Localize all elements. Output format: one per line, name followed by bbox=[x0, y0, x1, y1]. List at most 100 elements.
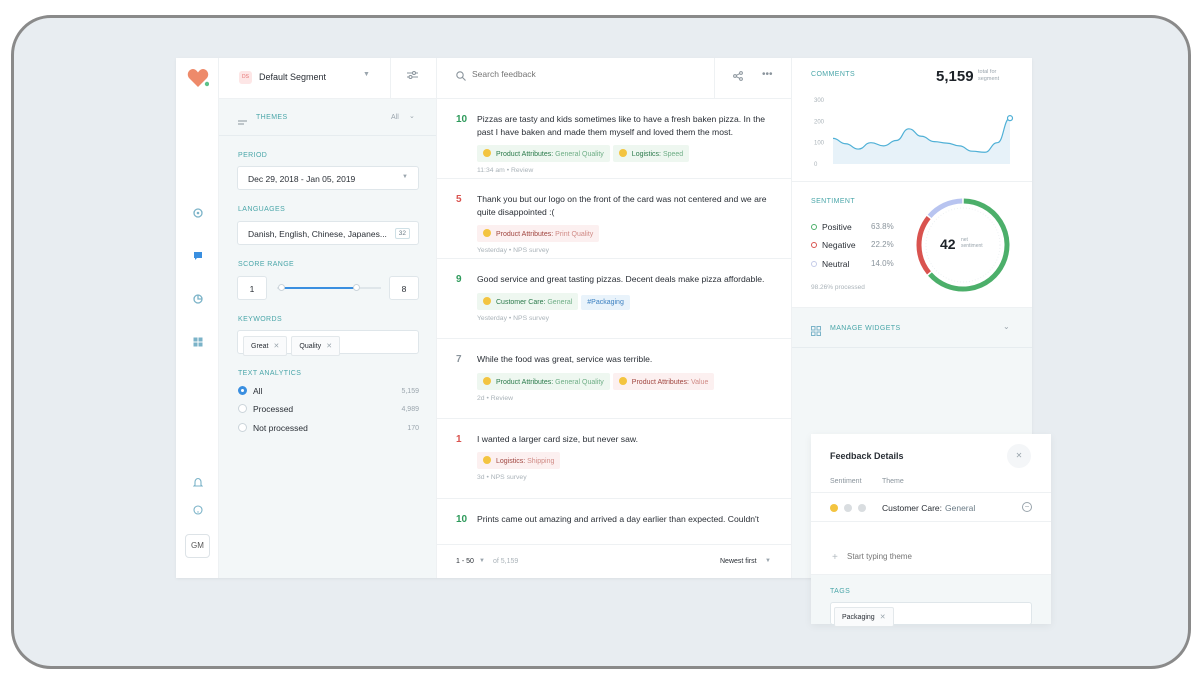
feedback-item[interactable]: 9 Good service and great tasting pizzas.… bbox=[437, 259, 791, 339]
feedback-item[interactable]: 5 Thank you but our logo on the front of… bbox=[437, 179, 791, 259]
segment-selector[interactable]: Default Segment bbox=[259, 72, 327, 82]
theme-tag[interactable]: Product Attributes: Value bbox=[612, 373, 715, 390]
close-icon[interactable]: ✕ bbox=[326, 343, 333, 350]
chevron-down-icon[interactable]: ▼ bbox=[765, 558, 771, 564]
plus-icon: + bbox=[832, 552, 838, 563]
tags-label: TAGS bbox=[830, 588, 851, 595]
widgets-grid-icon bbox=[811, 323, 821, 341]
search-icon bbox=[456, 71, 466, 84]
analytics-icon[interactable] bbox=[176, 294, 219, 307]
avatar[interactable]: GM bbox=[185, 534, 210, 558]
themes-filter[interactable]: THEMES All ⌄ bbox=[219, 99, 436, 136]
help-icon[interactable] bbox=[176, 505, 219, 518]
sentiment-column-header: Sentiment bbox=[830, 478, 862, 485]
theme-row[interactable]: Customer Care: General − bbox=[811, 492, 1051, 522]
remove-circle-icon[interactable]: − bbox=[1022, 502, 1032, 512]
chevron-down-icon[interactable]: ▼ bbox=[363, 71, 370, 78]
keywords-input[interactable]: Great ✕ Quality ✕ bbox=[237, 330, 419, 356]
theme-tag[interactable]: Logistics: Speed bbox=[612, 145, 690, 162]
widgets-icon[interactable] bbox=[176, 337, 219, 350]
languages-select[interactable]: Danish, English, Chinese, Japanes... 32 bbox=[237, 221, 419, 245]
chevron-down-icon[interactable]: ⌄ bbox=[409, 113, 415, 120]
themes-label: THEMES bbox=[256, 114, 288, 121]
feedback-item[interactable]: 10 Prints came out amazing and arrived a… bbox=[437, 499, 791, 544]
radio-not-processed[interactable]: Not processed bbox=[238, 423, 308, 433]
theme-main: Customer Care: bbox=[882, 503, 942, 513]
feedback-item[interactable]: 10 Pizzas are tasty and kids sometimes l… bbox=[437, 99, 791, 179]
score-max-input[interactable]: 8 bbox=[389, 276, 419, 300]
legend-neutral: Neutral 14.0% bbox=[811, 259, 894, 269]
tag-sub: General Quality bbox=[555, 379, 604, 386]
languages-value: Danish, English, Chinese, Japanes... bbox=[248, 229, 387, 239]
themes-filter-value[interactable]: All bbox=[391, 114, 399, 121]
sliders-icon[interactable] bbox=[407, 70, 418, 83]
close-button[interactable]: ✕ bbox=[1007, 444, 1031, 468]
tag-main: Product Attributes: bbox=[496, 151, 554, 158]
radio-dot[interactable] bbox=[238, 404, 247, 413]
smiley-negative-icon[interactable] bbox=[858, 504, 866, 512]
score: 10 bbox=[456, 114, 468, 125]
score-range-slider[interactable] bbox=[277, 284, 381, 291]
screenshot-frame: GM DS Default Segment ▼ THEMES All ⌄ PER… bbox=[11, 15, 1191, 669]
smiley-neutral-icon[interactable] bbox=[844, 504, 852, 512]
donut-inner-ring bbox=[925, 207, 1001, 283]
score-min-input[interactable]: 1 bbox=[237, 276, 267, 300]
score: 5 bbox=[456, 194, 462, 205]
feedback-item[interactable]: 7 While the food was great, service was … bbox=[437, 339, 791, 419]
tag-main: Product Attributes: bbox=[496, 379, 554, 386]
smiley-positive-icon[interactable] bbox=[830, 504, 838, 512]
theme-tag[interactable]: Customer Care: General bbox=[477, 293, 579, 310]
close-icon[interactable]: ✕ bbox=[879, 614, 886, 621]
keyword-chip[interactable]: Great ✕ bbox=[243, 336, 288, 356]
more-icon[interactable]: ••• bbox=[762, 69, 773, 80]
tag-main: Product Attributes: bbox=[631, 379, 689, 386]
net-sentiment-score: 42 bbox=[940, 236, 956, 252]
sort-select[interactable]: Newest first bbox=[720, 558, 757, 565]
period-select[interactable]: Dec 29, 2018 - Jan 05, 2019 ▼ bbox=[237, 166, 419, 190]
range-handle-min[interactable] bbox=[278, 284, 285, 291]
hashtag-tag[interactable]: #Packaging bbox=[581, 295, 630, 310]
feedback-item[interactable]: 1 I wanted a larger card size, but never… bbox=[437, 419, 791, 499]
page-range[interactable]: 1 - 50 bbox=[456, 558, 474, 565]
tags-input[interactable]: Packaging ✕ bbox=[830, 602, 1032, 627]
radio-dot[interactable] bbox=[238, 423, 247, 432]
add-theme-input[interactable] bbox=[847, 552, 997, 561]
tag-chip-label: Packaging bbox=[842, 614, 875, 621]
range-handle-max[interactable] bbox=[353, 284, 360, 291]
theme-tag[interactable]: Product Attributes: General Quality bbox=[477, 145, 610, 162]
radio-all[interactable]: All bbox=[238, 386, 262, 396]
tag-list: Logistics: Shipping bbox=[477, 450, 563, 469]
radio-dot[interactable] bbox=[238, 386, 247, 395]
item-meta: Yesterday • NPS survey bbox=[477, 315, 550, 322]
page-total: of 5,159 bbox=[493, 558, 519, 565]
close-icon[interactable]: ✕ bbox=[273, 343, 280, 350]
theme-tag[interactable]: Logistics: Shipping bbox=[477, 452, 561, 469]
smiley-icon bbox=[483, 297, 491, 305]
item-meta: 11:34 am • Review bbox=[477, 167, 534, 174]
chevron-down-icon[interactable]: ▼ bbox=[479, 558, 485, 564]
keyword-chip[interactable]: Quality ✕ bbox=[291, 336, 341, 356]
donut-slice-neutral bbox=[927, 198, 963, 219]
bell-icon[interactable] bbox=[176, 477, 219, 491]
positive-dot-icon bbox=[811, 224, 817, 230]
feedback-text: While the food was great, service was te… bbox=[477, 354, 653, 364]
feedback-icon[interactable] bbox=[176, 251, 219, 264]
keyword-chip-label: Great bbox=[251, 343, 269, 350]
radio-processed[interactable]: Processed bbox=[238, 404, 293, 414]
divider bbox=[714, 58, 715, 99]
sentiment-label: SENTIMENT bbox=[811, 198, 856, 205]
search-input[interactable] bbox=[472, 69, 672, 79]
legend-label: Negative bbox=[822, 240, 856, 250]
keywords-label: KEYWORDS bbox=[238, 316, 283, 323]
dashboard-icon[interactable] bbox=[176, 208, 219, 221]
theme-tag[interactable]: Product Attributes: General Quality bbox=[477, 373, 610, 390]
manage-widgets-button[interactable]: MANAGE WIDGETS ⌄ bbox=[792, 308, 1032, 348]
heart-logo-icon[interactable] bbox=[187, 68, 209, 88]
keyword-chip-label: Quality bbox=[299, 343, 322, 350]
share-icon[interactable] bbox=[733, 71, 743, 84]
y-tick-label: 300 bbox=[814, 98, 825, 104]
tags-section: TAGS Packaging ✕ bbox=[811, 574, 1051, 627]
legend-pct: 14.0% bbox=[871, 259, 894, 268]
theme-tag[interactable]: Product Attributes: Print Quality bbox=[477, 225, 600, 242]
tag-chip[interactable]: Packaging ✕ bbox=[834, 607, 894, 627]
